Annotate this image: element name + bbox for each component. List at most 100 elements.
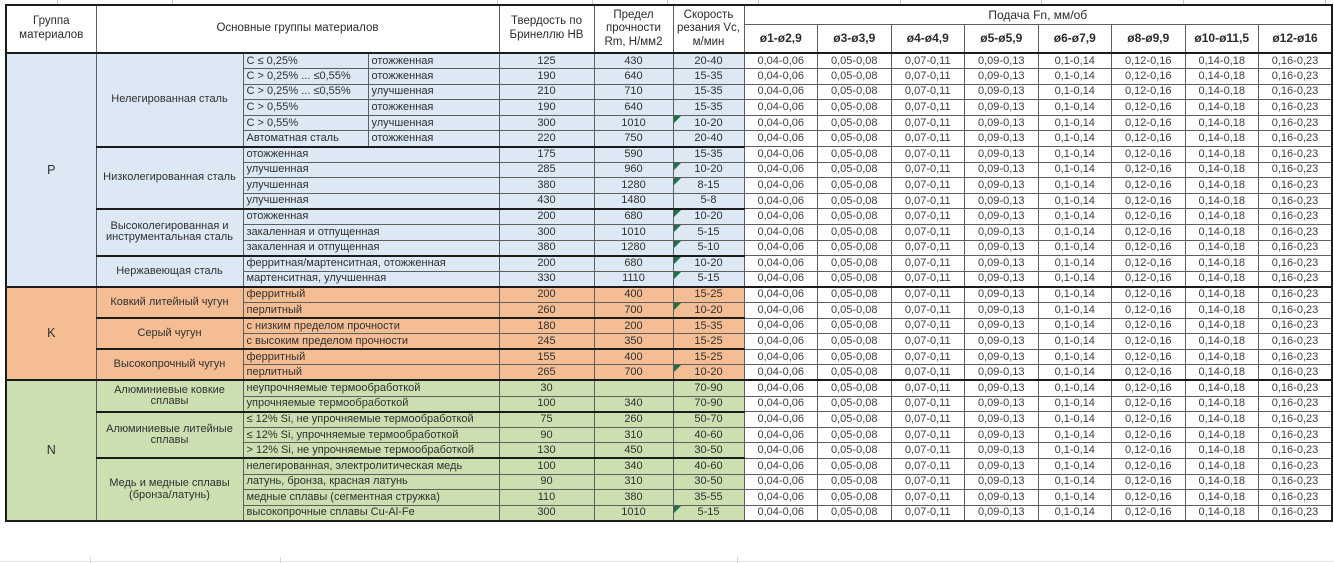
feed-value: 0,07-0,11 — [890, 192, 965, 210]
feed-value: 0,04-0,06 — [743, 224, 818, 241]
rm-value: 380 — [593, 489, 674, 506]
feed-value: 0,05-0,08 — [817, 208, 892, 226]
hb-value: 200 — [498, 285, 595, 303]
group-letter: N — [5, 379, 97, 522]
vc-value: 15-25 — [694, 350, 723, 363]
feed-value: 0,04-0,06 — [743, 52, 818, 70]
feed-value: 0,05-0,08 — [817, 130, 892, 148]
feed-value: 0,07-0,11 — [890, 177, 965, 194]
vc-cell: 15-35 — [672, 99, 745, 116]
rm-value: 400 — [593, 348, 674, 366]
vc-value: 8-15 — [697, 179, 720, 192]
feed-value: 0,14-0,18 — [1184, 317, 1259, 335]
header-group-col: Группа материалов — [5, 4, 97, 54]
rm-value: 960 — [593, 161, 674, 179]
material-condition: ферритная/мартенситная, отожженная — [242, 254, 500, 272]
material-section-name: Алюминиевые литейные сплавы — [95, 410, 244, 459]
feed-value: 0,05-0,08 — [817, 270, 892, 288]
feed-value: 0,14-0,18 — [1184, 99, 1259, 116]
vc-value: 35-55 — [694, 490, 723, 503]
feed-value: 0,07-0,11 — [890, 161, 965, 179]
feed-value: 0,04-0,06 — [743, 270, 818, 288]
feed-value: 0,07-0,11 — [890, 130, 965, 148]
vc-value: 10-20 — [694, 163, 723, 176]
header-hb-col: Твердость по Бринеллю HB — [498, 4, 595, 54]
feed-value: 0,14-0,18 — [1184, 457, 1259, 475]
spreadsheet-page: Группа материалов Основные группы материа… — [5, 4, 1333, 522]
feed-value: 0,05-0,08 — [817, 83, 892, 101]
feed-value: 0,07-0,11 — [890, 333, 965, 350]
feed-value: 0,05-0,08 — [817, 239, 892, 257]
header-feed-col: ø12-ø16 — [1258, 23, 1333, 54]
vc-value: 10-20 — [694, 257, 723, 270]
rm-value: 1010 — [593, 224, 674, 241]
material-condition: C > 0,55% — [242, 114, 369, 132]
feed-value: 0,05-0,08 — [817, 177, 892, 194]
hb-value: 210 — [498, 83, 595, 101]
material-section-name: Нелегированная сталь — [95, 52, 244, 148]
vc-cell: 10-20 — [672, 207, 745, 226]
feed-value: 0,16-0,23 — [1258, 302, 1333, 319]
hb-value: 285 — [498, 161, 595, 179]
feed-value: 0,09-0,13 — [964, 52, 1039, 70]
feed-value: 0,1-0,14 — [1037, 285, 1112, 303]
material-condition: ≤ 12% Si, упрочняемые термообработкой — [242, 426, 500, 444]
green-corner-marker-icon — [674, 257, 681, 264]
vc-cell: 10-20 — [672, 302, 745, 319]
feed-value: 0,09-0,13 — [964, 442, 1039, 459]
rm-value: 1010 — [593, 504, 674, 522]
feed-value: 0,1-0,14 — [1037, 83, 1112, 101]
feed-value: 0,09-0,13 — [964, 255, 1039, 272]
vc-cell: 20-40 — [672, 52, 745, 70]
vc-cell: 10-20 — [672, 114, 745, 132]
feed-value: 0,05-0,08 — [817, 302, 892, 319]
material-state: улучшенная — [367, 114, 500, 132]
feed-value: 0,16-0,23 — [1258, 68, 1333, 85]
feed-value: 0,05-0,08 — [817, 489, 892, 506]
feed-value: 0,07-0,11 — [890, 457, 965, 475]
gridline — [0, 561, 1334, 562]
gridline — [737, 557, 738, 563]
gridline — [1041, 0, 1042, 4]
vc-value: 5-15 — [697, 272, 720, 285]
hb-value: 330 — [498, 270, 595, 288]
feed-value: 0,1-0,14 — [1037, 68, 1112, 85]
material-condition: Автоматная сталь — [242, 130, 369, 148]
feed-value: 0,12-0,16 — [1111, 192, 1186, 210]
header-rm-col: Предел прочности Rm, Н/мм2 — [593, 4, 674, 54]
vc-value: 15-35 — [694, 85, 723, 98]
feed-value: 0,12-0,16 — [1111, 270, 1186, 288]
green-corner-marker-icon — [674, 506, 681, 513]
feed-value: 0,05-0,08 — [817, 379, 892, 397]
feed-value: 0,14-0,18 — [1184, 208, 1259, 226]
feed-value: 0,16-0,23 — [1258, 504, 1333, 522]
vc-value: 15-25 — [694, 288, 723, 301]
feed-value: 0,12-0,16 — [1111, 130, 1186, 148]
hb-value: 180 — [498, 317, 595, 335]
feed-value: 0,16-0,23 — [1258, 364, 1333, 381]
feed-value: 0,05-0,08 — [817, 224, 892, 241]
gridline — [280, 557, 281, 563]
feed-value: 0,12-0,16 — [1111, 224, 1186, 241]
feed-value: 0,09-0,13 — [964, 489, 1039, 506]
hb-value: 175 — [498, 145, 595, 163]
material-section-name: Медь и медные сплавы (бронза/латунь) — [95, 457, 244, 522]
gridline — [172, 0, 173, 4]
rm-value: 430 — [593, 52, 674, 70]
feed-value: 0,07-0,11 — [890, 348, 965, 366]
vc-cell: 40-60 — [672, 457, 745, 475]
feed-value: 0,04-0,06 — [743, 255, 818, 272]
feed-value: 0,12-0,16 — [1111, 348, 1186, 366]
green-corner-marker-icon — [674, 225, 681, 233]
feed-value: 0,04-0,06 — [743, 317, 818, 335]
feed-value: 0,09-0,13 — [964, 83, 1039, 101]
vc-cell: 5-10 — [672, 239, 745, 257]
feed-value: 0,1-0,14 — [1037, 504, 1112, 522]
feed-value: 0,04-0,06 — [743, 68, 818, 85]
feed-value: 0,09-0,13 — [964, 99, 1039, 116]
material-condition: C > 0,55% — [242, 99, 369, 116]
vc-value: 50-70 — [694, 413, 723, 426]
feed-value: 0,1-0,14 — [1037, 270, 1112, 288]
rm-value: 340 — [593, 395, 674, 413]
feed-value: 0,1-0,14 — [1037, 489, 1112, 506]
